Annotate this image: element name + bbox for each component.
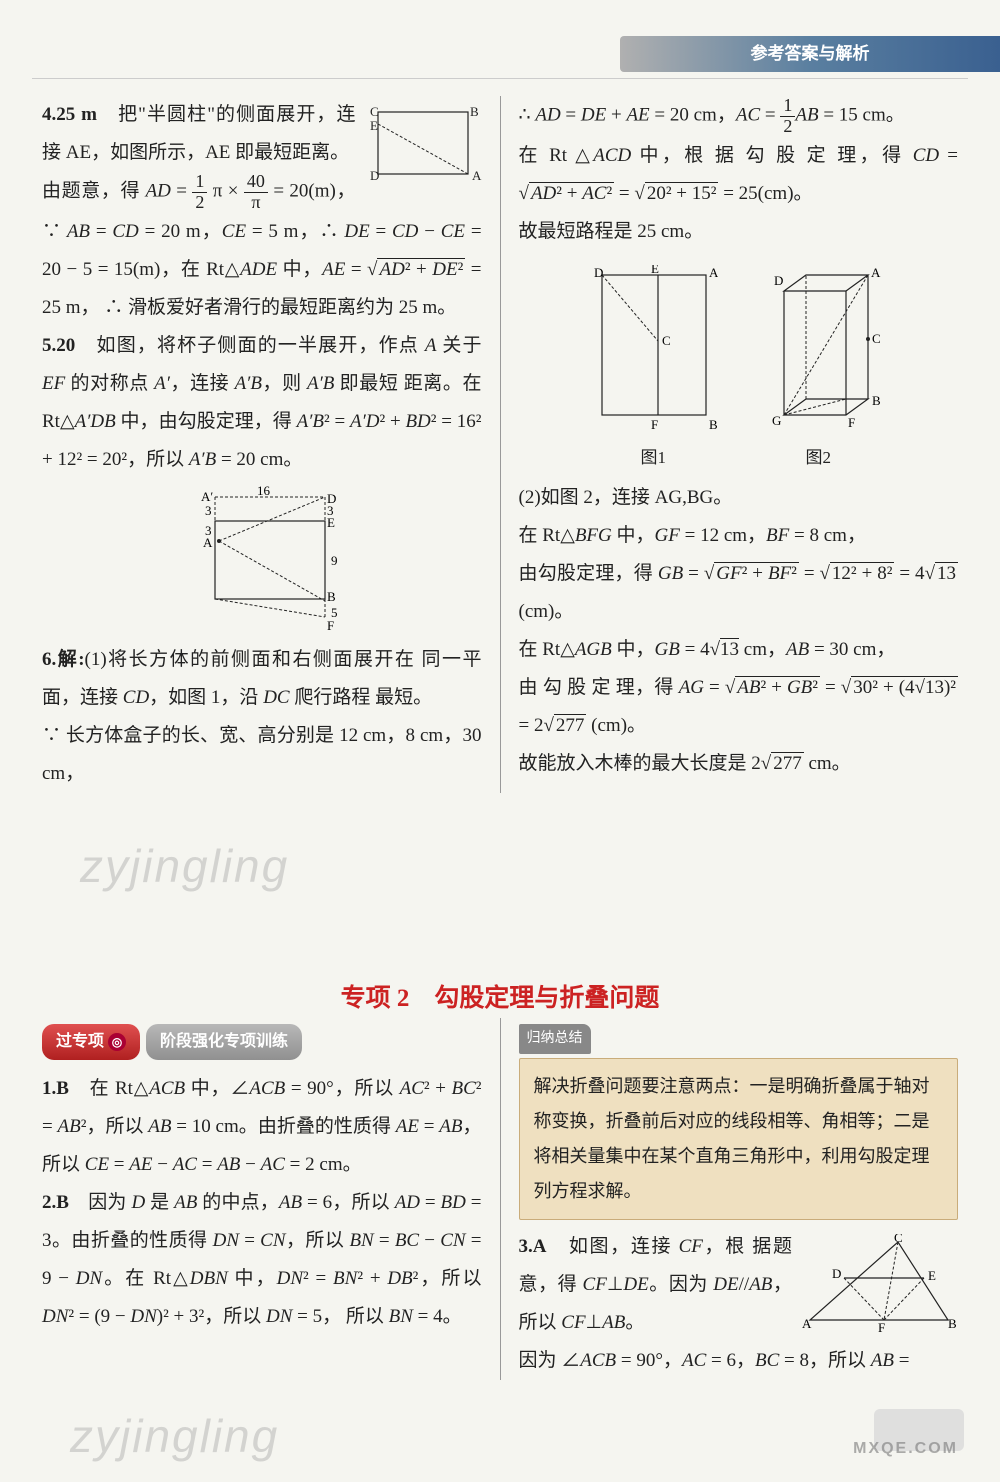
- svg-text:A: A: [871, 265, 881, 280]
- svg-text:16: 16: [257, 485, 271, 498]
- text-6c: ∵ 长方体盒子的长、宽、高分别是 12 cm，8 cm，30 cm，: [42, 717, 482, 793]
- svg-text:B: B: [470, 104, 479, 119]
- pill-red: 过专项 ◎: [42, 1024, 140, 1060]
- l-ans-2: 2.B: [42, 1192, 69, 1213]
- figure-2: D A C B G F 图2: [748, 259, 888, 475]
- lower-divider: [500, 1018, 501, 1380]
- svg-text:E: E: [327, 515, 335, 530]
- upper-right-col: ∴ AD = DE + AE = 20 cm，AC = 12AB = 15 cm…: [519, 96, 959, 793]
- r-item-3c: 因为 ∠ACB = 90°，AC = 6，BC = 8，所以 AB =: [519, 1342, 959, 1380]
- answer-6: 6.解:: [42, 649, 85, 670]
- item-6: 6.解:(1)将长方体的前侧面和右侧面展开在 同一平面，连接 CD，如图 1，沿…: [42, 641, 482, 717]
- svg-text:F: F: [848, 415, 855, 430]
- fig2-label: 图2: [748, 441, 888, 475]
- watermark-2: zyjingling: [70, 1390, 279, 1482]
- svg-text:E: E: [651, 265, 659, 276]
- fig1-label: 图1: [588, 441, 718, 475]
- svg-text:B: B: [327, 589, 336, 604]
- header-divider: [32, 78, 968, 79]
- diagram-3: C D E A F B: [798, 1234, 958, 1334]
- r-p5: 在 Rt△BFG 中，GF = 12 cm，BF = 8 cm，: [519, 517, 959, 555]
- r-p9: 故能放入木棒的最大长度是 2√277 cm。: [519, 745, 959, 783]
- header-title: 参考答案与解析: [751, 44, 870, 63]
- lower-left-col: 过专项 ◎阶段强化专项训练 1.B 在 Rt△ACB 中，∠ACB = 90°，…: [42, 1018, 482, 1380]
- svg-text:A′: A′: [201, 489, 213, 504]
- svg-text:G: G: [772, 413, 781, 428]
- svg-text:F: F: [878, 1320, 885, 1334]
- pill-icon: ◎: [108, 1033, 126, 1051]
- r-ans-3: 3.A: [519, 1236, 547, 1257]
- footer-text: MXQE.COM: [853, 1433, 958, 1465]
- svg-text:B: B: [872, 393, 881, 408]
- r-p8: 由 勾 股 定 理，得 AG = √AB² + GB² = √30² + (4√…: [519, 669, 959, 745]
- svg-text:9: 9: [331, 553, 338, 568]
- svg-text:C: C: [662, 333, 671, 348]
- section-2-title: 专项 2 勾股定理与折叠问题: [0, 974, 1000, 1024]
- svg-text:A: A: [802, 1316, 812, 1331]
- summary-label: 归纳总结: [519, 1024, 591, 1054]
- svg-text:A: A: [472, 168, 482, 183]
- svg-text:B: B: [948, 1316, 957, 1331]
- upper-content: C E B D A 4.25 m 把"半圆柱"的侧面展开，连接 AE，如图所示，…: [42, 96, 958, 793]
- r-p6: 由勾股定理，得 GB = √GF² + BF² = √12² + 8² = 4√…: [519, 555, 959, 631]
- r-p4: (2)如图 2，连接 AG,BG。: [519, 479, 959, 517]
- summary-text: 解决折叠问题要注意两点：一是明确折叠属于轴对称变换，折叠前后对应的线段相等、角相…: [534, 1076, 930, 1201]
- svg-text:F: F: [651, 417, 658, 432]
- svg-text:D: D: [594, 265, 603, 280]
- pill-gray: 阶段强化专项训练: [146, 1024, 302, 1060]
- svg-text:3: 3: [205, 503, 212, 518]
- svg-text:C: C: [894, 1234, 903, 1245]
- svg-text:E: E: [370, 118, 378, 133]
- svg-text:A: A: [203, 535, 213, 550]
- r-p1: ∴ AD = DE + AE = 20 cm，AC = 12AB = 15 cm…: [519, 96, 959, 137]
- svg-text:D: D: [832, 1266, 841, 1281]
- header-banner: 参考答案与解析: [620, 36, 1000, 72]
- diagram-4: C E B D A: [362, 102, 482, 188]
- lower-content: 过专项 ◎阶段强化专项训练 1.B 在 Rt△ACB 中，∠ACB = 90°，…: [42, 1018, 958, 1380]
- l-ans-1: 1.B: [42, 1078, 69, 1099]
- answer-5: 5.20: [42, 335, 75, 356]
- answer-4: 4.25 m: [42, 104, 97, 125]
- r-item-3: C D E A F B 3.A 如图，连接 CF，根 据题意，得 CF⊥DE。因…: [519, 1228, 959, 1342]
- svg-text:D: D: [370, 168, 379, 183]
- l-item-2: 2.B 因为 D 是 AB 的中点，AB = 6，所以 AD = BD = 3。…: [42, 1184, 482, 1336]
- svg-text:B: B: [709, 417, 718, 432]
- r-p7: 在 Rt△AGB 中，GB = 4√13 cm，AB = 30 cm，: [519, 631, 959, 669]
- pill-row: 过专项 ◎阶段强化专项训练: [42, 1018, 482, 1070]
- diagram-5: A′ 16 D 3 3 E 3 A 9 B 5 F: [167, 485, 357, 635]
- watermark-1: zyjingling: [80, 820, 289, 912]
- figure-row: D E A C F B 图1: [519, 259, 959, 475]
- lower-right-col: 归纳总结 解决折叠问题要注意两点：一是明确折叠属于轴对称变换，折叠前后对应的线段…: [519, 1018, 959, 1380]
- upper-divider: [500, 96, 501, 793]
- l-item-1: 1.B 在 Rt△ACB 中，∠ACB = 90°，所以 AC² + BC² =…: [42, 1070, 482, 1184]
- svg-text:E: E: [928, 1268, 936, 1283]
- svg-text:D: D: [774, 273, 783, 288]
- figure-1: D E A C F B 图1: [588, 259, 718, 475]
- svg-text:C: C: [872, 331, 881, 346]
- r-p3: 故最短路程是 25 cm。: [519, 213, 959, 251]
- text-4-body: 由题意，得 AD = 12 π × 40π = 20(m)，∵ AB = CD …: [42, 172, 482, 327]
- r-p2: 在 Rt △ACD 中，根 据 勾 股 定 理，得 CD = √AD² + AC…: [519, 137, 959, 213]
- svg-text:A: A: [709, 265, 718, 280]
- summary-box: 解决折叠问题要注意两点：一是明确折叠属于轴对称变换，折叠前后对应的线段相等、角相…: [519, 1058, 959, 1220]
- svg-text:C: C: [370, 104, 379, 119]
- upper-left-col: C E B D A 4.25 m 把"半圆柱"的侧面展开，连接 AE，如图所示，…: [42, 96, 482, 793]
- svg-text:F: F: [327, 618, 334, 633]
- item-5: 5.20 如图，将杯子侧面的一半展开，作点 A 关于 EF 的对称点 A′，连接…: [42, 327, 482, 479]
- item-4: C E B D A 4.25 m 把"半圆柱"的侧面展开，连接 AE，如图所示，…: [42, 96, 482, 172]
